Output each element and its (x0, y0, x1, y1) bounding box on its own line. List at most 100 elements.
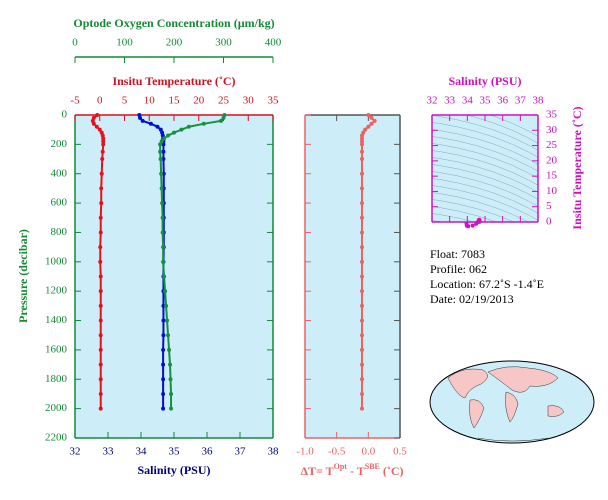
profile-point (160, 230, 165, 235)
profile-point (360, 136, 364, 141)
profile-point (219, 118, 224, 123)
profile-point (167, 347, 172, 352)
density-contour (432, 185, 538, 221)
delta-panel (305, 115, 400, 438)
profile-point (98, 406, 103, 411)
x-tick-label: 37 (515, 230, 527, 242)
profile-point (168, 362, 173, 367)
y-tick-label: 30 (546, 124, 558, 136)
x-tick-label: 34 (136, 446, 148, 458)
profile-point (172, 130, 176, 135)
profile-point (360, 318, 364, 323)
density-contour (432, 164, 538, 200)
profile-point (360, 303, 364, 308)
x-tick-label: 35 (480, 230, 492, 242)
profile-point (155, 124, 160, 129)
x-tick-label: 38 (533, 230, 545, 242)
ts-point (477, 219, 482, 224)
profile-point (98, 391, 103, 396)
profile-point (360, 133, 364, 138)
profile-point (166, 333, 171, 338)
profile-point (158, 157, 163, 162)
profile-point (99, 201, 104, 206)
density-contour (432, 150, 538, 186)
x-tick-label: 15 (169, 95, 181, 107)
profile-point (97, 127, 102, 132)
profile-point (372, 118, 377, 123)
profile-point (98, 362, 103, 367)
profile-point (101, 142, 106, 147)
profile-point (101, 139, 106, 144)
profile-point (162, 136, 167, 141)
profile-point (360, 157, 364, 162)
y-axis-title: Insitu Temperature (˚C) (570, 106, 584, 229)
density-contour (432, 192, 529, 222)
profile-point (99, 186, 104, 191)
profile-point (360, 230, 364, 235)
x-tick-label: 200 (166, 37, 183, 49)
density-contour (432, 199, 515, 222)
profile-point (161, 333, 166, 338)
profile-point (360, 406, 364, 411)
x-tick-label: 37 (235, 446, 247, 458)
profile-point (161, 259, 166, 264)
profile-point (186, 124, 191, 129)
profile-point (366, 124, 371, 129)
profile-point (161, 406, 166, 411)
label-part: ΔT= T (300, 464, 333, 478)
profile-point (201, 121, 206, 126)
profile-point (360, 245, 364, 250)
profile-point (140, 118, 145, 123)
profile-point (101, 136, 106, 141)
profile-point (98, 215, 103, 220)
profile-point (94, 124, 99, 129)
density-contour (432, 157, 538, 193)
y-tick-label: 1000 (45, 255, 68, 267)
profile-point (360, 201, 364, 206)
profile-point (161, 245, 166, 250)
x-tick-label: 5 (122, 95, 128, 107)
x-tick-label: 0 (72, 37, 78, 49)
x-tick-label: 10 (144, 95, 156, 107)
profile-point (159, 186, 164, 191)
profile-point (360, 139, 364, 144)
y-tick-label: 1600 (45, 343, 68, 355)
info-date: Date: 02/19/2013 (430, 292, 514, 306)
density-contour (432, 143, 538, 179)
profile-point (360, 362, 364, 367)
x-tick-label: -0.5 (328, 95, 346, 107)
x-tick-label: 34 (462, 95, 474, 107)
profile-point (158, 149, 163, 154)
density-contour (432, 136, 538, 172)
y-tick-label: 1400 (45, 314, 68, 326)
profile-point (100, 157, 105, 162)
x-tick-label: 35 (480, 95, 492, 107)
y-tick-label: 20 (546, 154, 558, 166)
profile-point (369, 115, 374, 120)
profile-point (161, 149, 166, 154)
x-tick-label: 0.5 (393, 446, 407, 458)
y-tick-label: 35 (546, 109, 558, 121)
profile-point (148, 121, 153, 126)
x-tick-label: 34 (462, 230, 474, 242)
y-tick-label: 0 (546, 216, 552, 228)
profile-point (98, 303, 103, 308)
y-tick-label: 600 (51, 197, 68, 209)
x-tick-label: 100 (116, 37, 133, 49)
info-profile: Profile: 062 (430, 262, 487, 276)
x-axis-title: Salinity (PSU) (448, 74, 521, 88)
profile-point (98, 377, 103, 382)
profile-point (366, 113, 371, 117)
profile-point (360, 186, 364, 191)
y-tick-label: 25 (546, 139, 558, 151)
profile-point (100, 149, 105, 154)
density-contour (432, 171, 538, 207)
y-tick-label: 200 (51, 138, 68, 150)
profile-point (98, 245, 103, 250)
profile-point (360, 215, 364, 220)
profile-point (161, 362, 166, 367)
x-tick-label: 33 (444, 95, 456, 107)
x-tick-label: -1.0 (296, 446, 314, 458)
x-tick-label: -5 (70, 95, 80, 107)
